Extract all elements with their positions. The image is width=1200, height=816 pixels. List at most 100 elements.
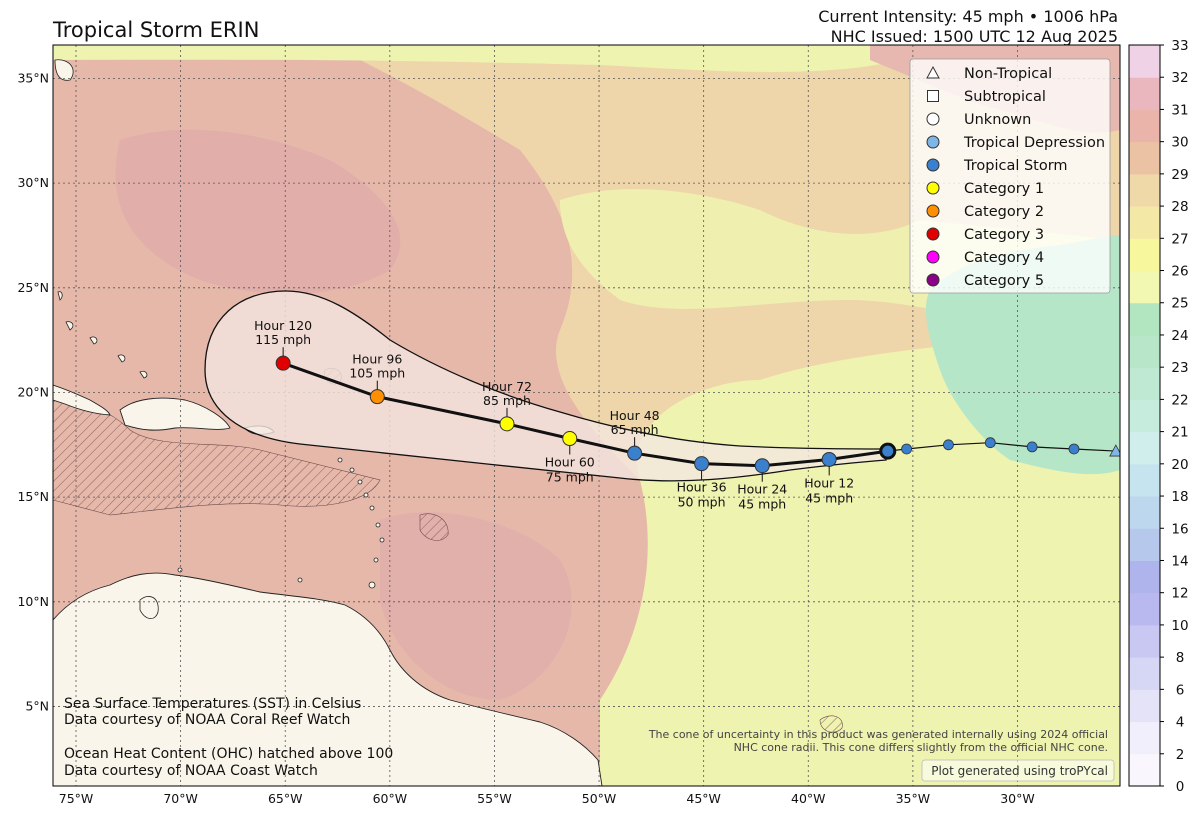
colorbar-segment [1129, 302, 1160, 336]
lon-tick-label: 55°W [477, 791, 512, 806]
lat-tick-label: 25°N [17, 280, 49, 295]
map-frame [52, 44, 1121, 787]
colorbar-segment [1129, 592, 1160, 626]
past-track-point [1068, 443, 1080, 455]
legend-label: Unknown [964, 112, 1031, 128]
forecast-wind-label: 115 mph [255, 332, 311, 347]
lon-tick-label: 30°W [1000, 791, 1035, 806]
legend-symbol [926, 204, 940, 218]
past-track-point [1026, 441, 1038, 453]
colorbar-label: 29 [1171, 167, 1188, 183]
lat-tick-label: 30°N [17, 175, 49, 190]
colorbar-frame [1128, 44, 1161, 787]
colorbar-segment [1129, 334, 1160, 368]
past-track-point [901, 443, 912, 455]
colorbar-label: 31 [1171, 102, 1188, 118]
forecast-wind-label: 85 mph [483, 393, 531, 408]
colorbar-segment [1129, 624, 1160, 658]
forecast-point [562, 431, 578, 447]
colorbar-label: 0 [1176, 779, 1185, 795]
colorbar-segment [1129, 238, 1160, 272]
lon-tick-label: 65°W [268, 791, 303, 806]
ohc-hatch-west [53, 394, 381, 516]
ohc-note-2: Data courtesy of NOAA Coast Watch [64, 763, 318, 779]
lon-tick-label: 50°W [582, 791, 617, 806]
legend-label: Category 3 [964, 227, 1044, 243]
legend-label: Non-Tropical [964, 66, 1052, 82]
lat-tick-label: 10°N [17, 594, 49, 609]
issued-time: NHC Issued: 1500 UTC 12 Aug 2025 [830, 27, 1118, 46]
colorbar-segment [1129, 721, 1160, 755]
forecast-wind-label: 45 mph [738, 497, 786, 512]
credit-box [921, 759, 1115, 782]
land-hispaniola [119, 397, 231, 431]
legend-symbol [927, 90, 939, 102]
sst-pink-region [115, 129, 401, 294]
colorbar-label: 14 [1171, 553, 1188, 569]
land-cuba [53, 384, 111, 416]
forecast-point [499, 416, 515, 432]
colorbar-segment [1129, 431, 1160, 465]
colorbar-segment [1129, 528, 1160, 561]
legend-label: Subtropical [964, 89, 1046, 105]
forecast-hour-label: Hour 96 [352, 352, 402, 367]
land-small-islands [54, 59, 385, 589]
colorbar-segment [1129, 689, 1160, 723]
colorbar-segment [1129, 109, 1160, 143]
colorbar-label: 22 [1171, 392, 1188, 408]
colorbar-segment [1129, 657, 1160, 690]
lon-tick-label: 60°W [373, 791, 408, 806]
colorbar-label: 28 [1171, 199, 1188, 215]
colorbar-segment [1129, 463, 1160, 497]
longitude-labels: 75°W 70°W 65°W 60°W 55°W 50°W 45°W 40°W 35°W 30°W [59, 791, 1035, 806]
past-track-point [984, 437, 996, 449]
lon-tick-label: 70°W [163, 791, 198, 806]
legend-box [909, 58, 1111, 294]
colorbar-label: 23 [1171, 360, 1188, 376]
sst-yellow-north [53, 45, 900, 72]
forecast-hour-label: Hour 36 [677, 480, 727, 495]
legend-symbol [926, 273, 940, 287]
legend-symbol [926, 112, 940, 126]
land-south-america [53, 572, 603, 786]
legend-label: Category 1 [964, 181, 1044, 197]
legend-symbol [926, 227, 940, 241]
cone-of-uncertainty [204, 290, 887, 482]
forecast-point [275, 355, 291, 371]
legend-label: Category 4 [964, 250, 1044, 266]
forecast-hour-label: Hour 24 [737, 482, 787, 497]
current-position-marker [879, 442, 897, 460]
forecast-wind-label: 50 mph [678, 495, 726, 510]
sst-green-region [925, 235, 1120, 475]
colorbar-segment [1129, 560, 1160, 594]
past-track-point [943, 439, 954, 451]
past-track-markers [901, 437, 1120, 457]
map-title: Tropical Storm ERIN [53, 18, 260, 42]
colorbar-label: 30 [1171, 135, 1188, 151]
legend-symbol [926, 250, 940, 264]
colorbar-label: 4 [1176, 715, 1185, 731]
sst-note-2: Data courtesy of NOAA Coral Reef Watch [64, 712, 350, 728]
forecast-wind-label: 75 mph [546, 470, 594, 485]
colorbar-label: 6 [1176, 682, 1185, 698]
cone-note-2: NHC cone radii. This cone differs slight… [734, 741, 1108, 754]
colorbar-segment [1129, 496, 1160, 529]
colorbar-label: 27 [1171, 231, 1188, 247]
forecast-hour-label: Hour 12 [804, 475, 854, 490]
sst-pink-region-2 [380, 512, 572, 700]
colorbar-label: 21 [1171, 425, 1188, 441]
lon-tick-label: 40°W [791, 791, 826, 806]
forecast-hour-label: Hour 120 [254, 318, 312, 333]
latitude-labels: 35°N 30°N 25°N 20°N 15°N 10°N 5°N [17, 70, 49, 713]
colorbar-label: 16 [1171, 521, 1188, 537]
legend-label: Category 2 [964, 204, 1044, 220]
current-intensity: Current Intensity: 45 mph • 1006 hPa [818, 7, 1118, 26]
colorbar-segment [1129, 45, 1160, 78]
lon-tick-label: 75°W [59, 791, 94, 806]
lat-tick-label: 20°N [17, 384, 49, 399]
legend-label: Tropical Storm [963, 158, 1068, 174]
colorbar-label: 26 [1171, 264, 1188, 280]
colorbar-label: 18 [1171, 489, 1188, 505]
